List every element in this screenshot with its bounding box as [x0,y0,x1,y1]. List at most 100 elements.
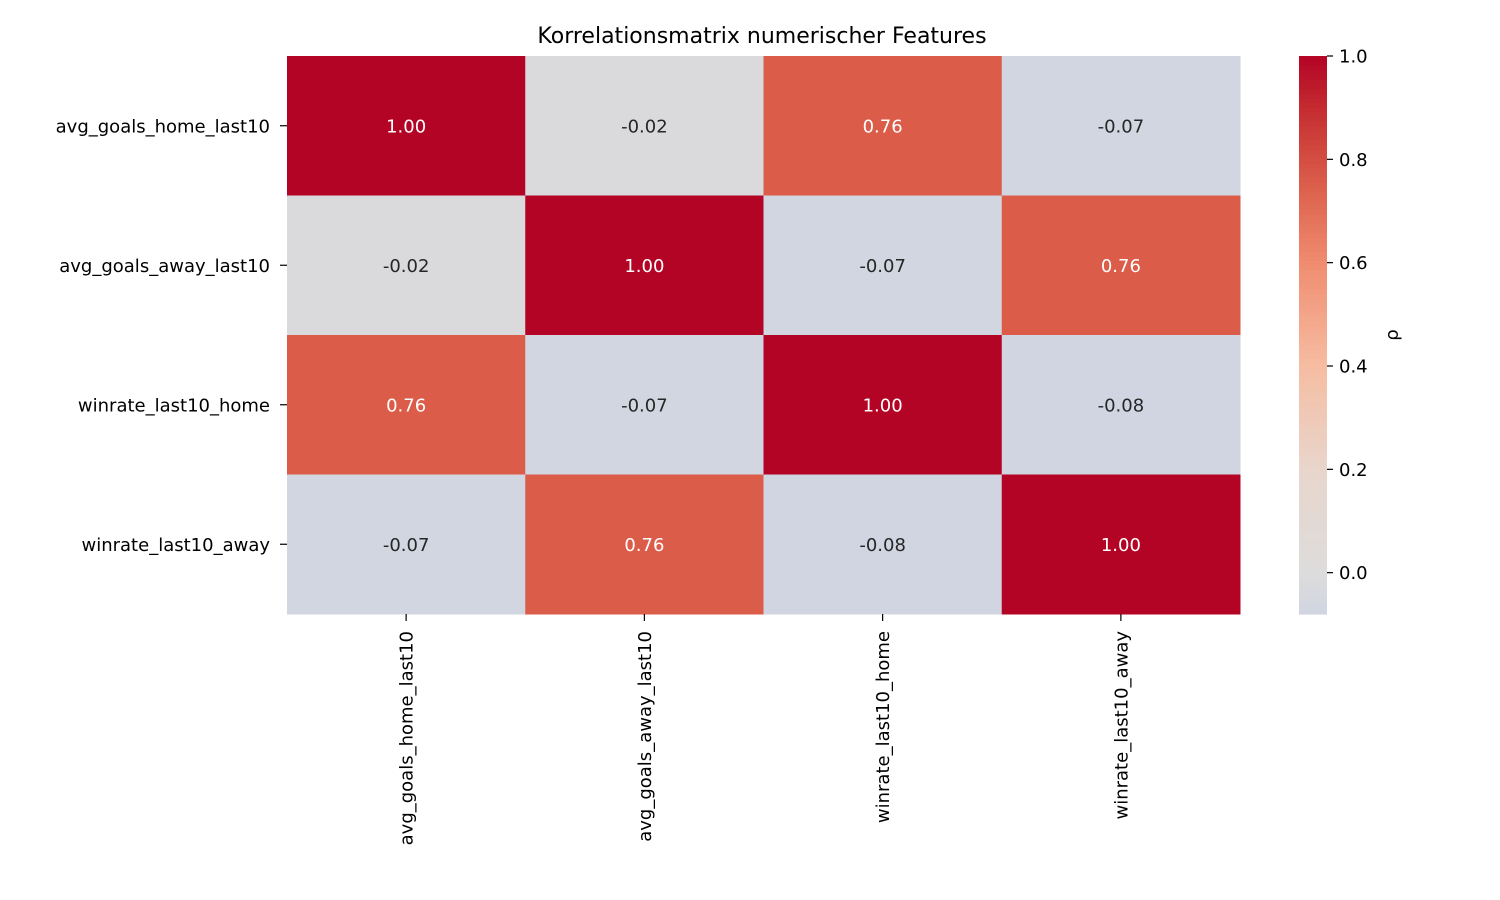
colorbar-segment [1299,279,1327,285]
colorbar-segment [1299,404,1327,410]
colorbar-segment [1299,251,1327,257]
colorbar-segment [1299,121,1327,127]
cell-value-label: 0.76 [863,116,903,137]
colorbar-segment [1299,409,1327,415]
colorbar-segment [1299,502,1327,508]
colorbar-segment [1299,153,1327,159]
colorbar-tick-label: 0.4 [1339,357,1368,378]
colorbar-segment [1299,521,1327,527]
colorbar-segment [1299,534,1327,541]
heatmap-cell [525,474,764,615]
y-tick-label-winrate-last10-home: winrate_last10_home [78,395,270,416]
colorbar-segment [1299,474,1327,480]
cell-value-label: 0.76 [386,395,426,416]
cell-value-label: 0.76 [624,535,664,556]
colorbar-segment [1299,321,1327,327]
cell-value-label: 0.76 [1101,256,1141,277]
colorbar-tick-label: 0.2 [1339,460,1368,481]
colorbar-segment [1299,414,1327,420]
colorbar-segment [1299,604,1327,610]
colorbar-segment [1299,553,1327,559]
colorbar-segment [1299,97,1327,104]
colorbar-segment [1299,181,1327,187]
colorbar-segment [1299,172,1327,178]
colorbar-segment [1299,269,1327,276]
colorbar-segment [1299,135,1327,141]
colorbar-segment [1299,60,1327,66]
colorbar-segment [1299,195,1327,201]
colorbar-segment [1299,344,1327,350]
colorbar-segment [1299,586,1327,592]
colorbar-segment [1299,609,1327,615]
colorbar-segment [1299,390,1327,397]
colorbar-segment [1299,83,1327,90]
colorbar-segment [1299,260,1327,266]
colorbar-segment [1299,460,1327,466]
colorbar-segment [1299,93,1327,99]
heatmap-cell [525,56,764,196]
colorbar-segment [1299,539,1327,545]
colorbar-segment [1299,274,1327,280]
colorbar-tick-label: 0.8 [1339,150,1368,171]
colorbar-segment [1299,455,1327,462]
colorbar-segment [1299,158,1327,164]
colorbar-segment [1299,595,1327,601]
colorbar-segment [1299,572,1327,578]
colorbar-segment [1299,102,1327,108]
colorbar-segment [1299,367,1327,373]
colorbar-segment [1299,353,1327,359]
colorbar-segment [1299,330,1327,336]
colorbar-segment [1299,297,1327,304]
colorbar-segment [1299,395,1327,401]
colorbar-segment [1299,116,1327,122]
colorbar-segment [1299,400,1327,406]
colorbar-segment [1299,362,1327,369]
cell-value-label: -0.08 [1098,395,1145,416]
colorbar-segment [1299,307,1327,313]
colorbar-label: ρ [1382,329,1403,340]
heatmap-cell [287,56,526,196]
heatmap-cell [525,195,764,336]
colorbar-segment [1299,144,1327,150]
colorbar-tick-label: 0.6 [1339,253,1368,274]
colorbar-segment [1299,469,1327,476]
cell-value-label: -0.08 [859,535,906,556]
x-tick-label-avg-goals-home-last10: avg_goals_home_last10 [397,631,418,845]
colorbar-segment [1299,311,1327,317]
colorbar-segment [1299,372,1327,378]
heatmap-cell [1001,335,1241,475]
cell-value-label: -0.07 [383,535,430,556]
colorbar-segment [1299,548,1327,555]
x-tick-label-winrate-last10-home: winrate_last10_home [873,631,894,823]
colorbar-segment [1299,488,1327,494]
colorbar-segment [1299,562,1327,569]
colorbar-segment [1299,530,1327,536]
colorbar-segment [1299,479,1327,485]
colorbar-segment [1299,432,1327,438]
heatmap-cells: 1.00 -0.02 0.76 -0.07 -0.02 1.00 -0.07 0.76 0.76… [287,56,1241,615]
colorbar-segment [1299,376,1327,383]
colorbar-segment [1299,242,1327,248]
colorbar-segment [1299,483,1327,490]
colorbar-segment [1299,446,1327,452]
colorbar-segment [1299,302,1327,308]
colorbar-segment [1299,558,1327,564]
colorbar-segment [1299,125,1327,131]
colorbar-segment [1299,246,1327,252]
heatmap-cell [1001,195,1241,336]
colorbar-segment [1299,190,1327,197]
y-tick-labels: avg_goals_home_last10 avg_goals_away_last… [56,116,287,556]
colorbar-segment [1299,69,1327,76]
colorbar-tick-label: 1.0 [1339,47,1368,68]
colorbar-segment [1299,335,1327,341]
colorbar-segment [1299,139,1327,145]
colorbar-segment [1299,149,1327,155]
chart-title: Korrelationsmatrix numerischer Features [537,24,986,49]
y-tick-label-winrate-last10-away: winrate_last10_away [82,535,271,556]
cell-value-label: -0.02 [621,116,668,137]
colorbar-segment [1299,497,1327,503]
colorbar-segment [1299,255,1327,262]
colorbar-segment [1299,200,1327,206]
colorbar-segment [1299,204,1327,211]
